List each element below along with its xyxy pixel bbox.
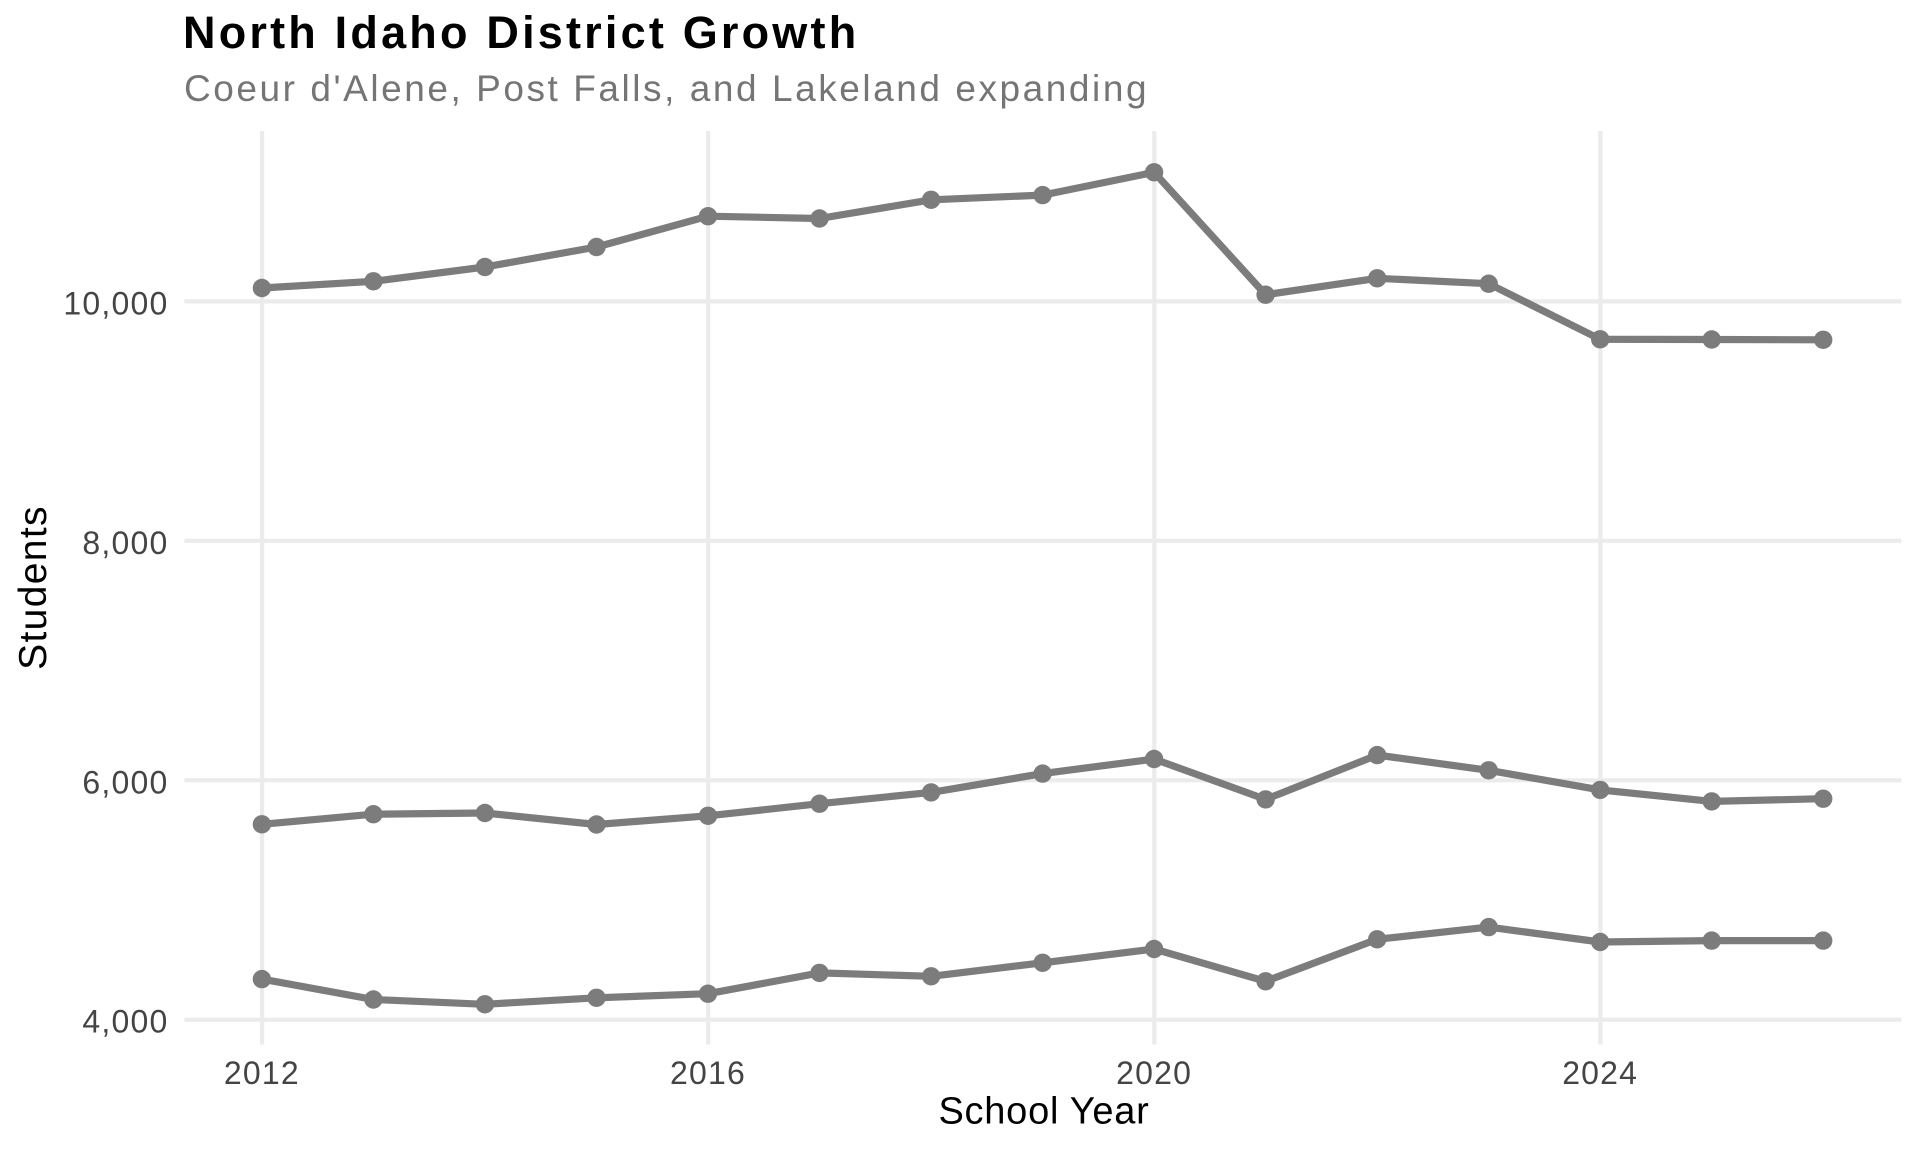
svg-text:2012: 2012	[224, 1055, 300, 1091]
svg-text:8,000: 8,000	[82, 525, 168, 561]
svg-text:2024: 2024	[1562, 1055, 1638, 1091]
svg-text:Students: Students	[12, 505, 55, 670]
svg-text:6,000: 6,000	[82, 764, 168, 800]
svg-text:2016: 2016	[670, 1055, 746, 1091]
svg-text:10,000: 10,000	[63, 285, 168, 321]
svg-text:2020: 2020	[1116, 1055, 1192, 1091]
svg-text:4,000: 4,000	[82, 1004, 168, 1040]
svg-text:Coeur d'Alene, Post Falls, and: Coeur d'Alene, Post Falls, and Lakeland …	[184, 68, 1149, 109]
svg-text:North Idaho District Growth: North Idaho District Growth	[183, 7, 859, 58]
svg-text:School Year: School Year	[938, 1091, 1149, 1133]
